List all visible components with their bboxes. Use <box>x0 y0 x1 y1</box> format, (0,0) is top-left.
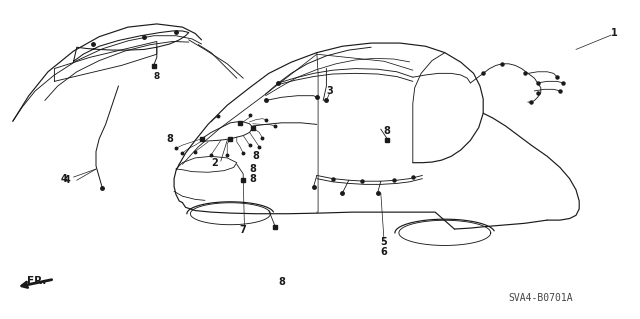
Text: 8: 8 <box>166 134 173 144</box>
Text: 6: 6 <box>381 247 387 257</box>
Text: 3: 3 <box>326 86 333 96</box>
Text: 8: 8 <box>250 164 256 174</box>
Text: SVA4-B0701A: SVA4-B0701A <box>509 293 573 303</box>
Text: 4: 4 <box>64 175 70 185</box>
Text: 8: 8 <box>384 126 390 136</box>
Text: 4: 4 <box>61 174 67 184</box>
Text: 8: 8 <box>154 72 160 81</box>
Text: 7: 7 <box>240 225 246 235</box>
Text: 1: 1 <box>611 28 618 39</box>
Text: FR.: FR. <box>28 276 47 286</box>
Text: 2: 2 <box>211 158 218 168</box>
Text: 8: 8 <box>278 277 285 287</box>
Text: 5: 5 <box>381 237 387 248</box>
Text: 8: 8 <box>250 174 256 184</box>
Text: 8: 8 <box>253 151 259 161</box>
